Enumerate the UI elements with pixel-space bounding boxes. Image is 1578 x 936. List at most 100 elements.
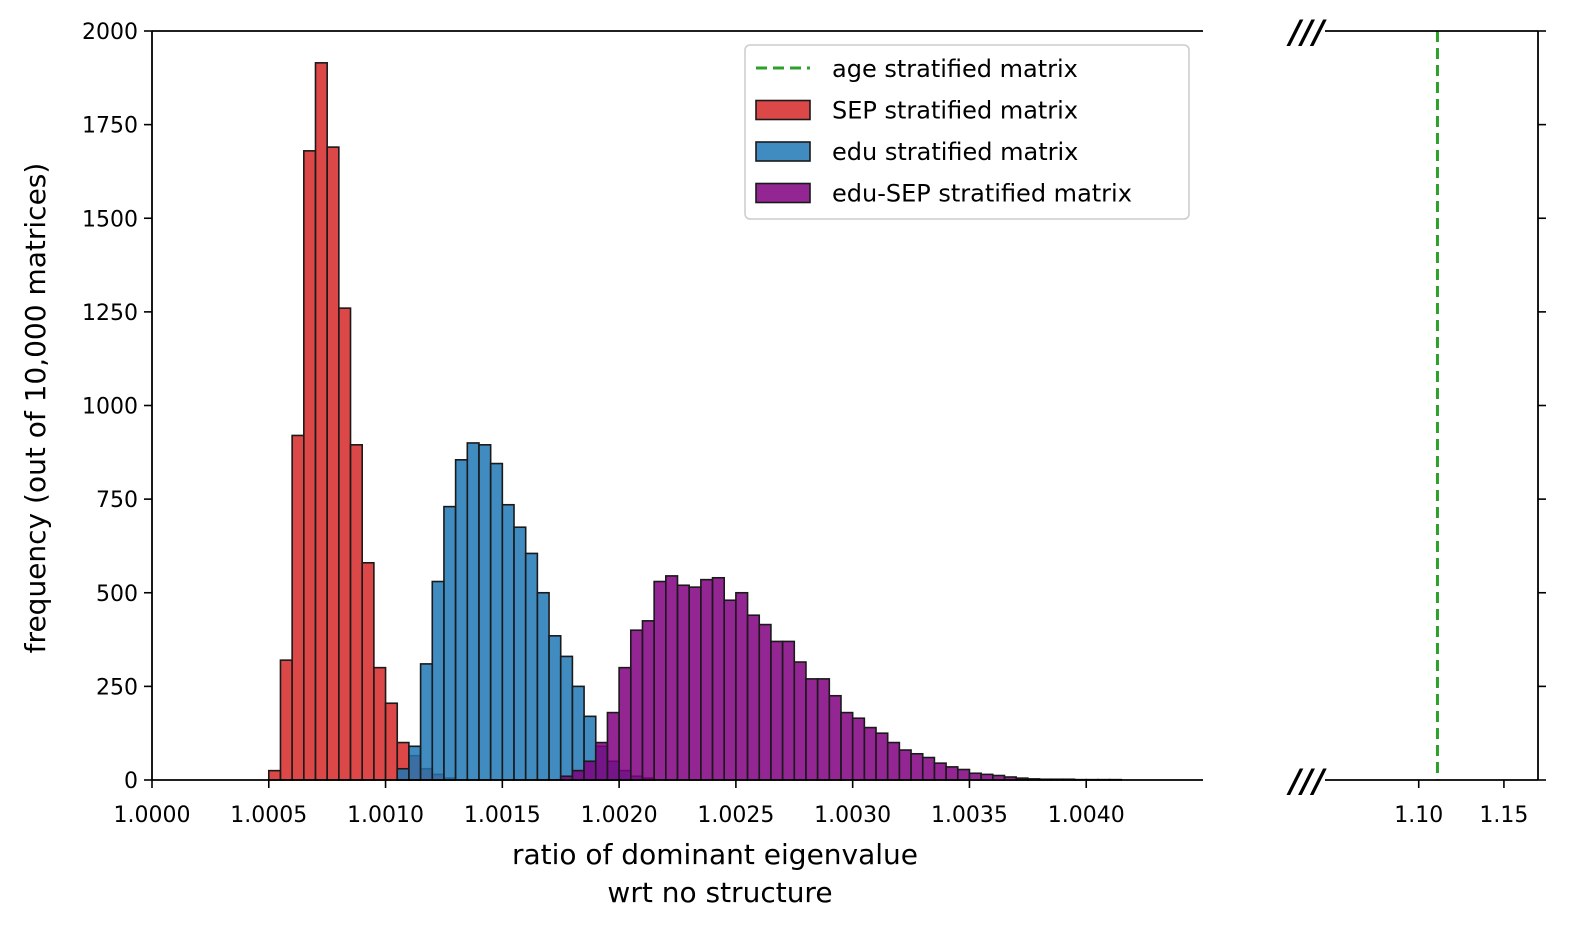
left-panel: 0 250 500 750 1000 1250 1500 1750 2000 1.0000 1.00… <box>82 20 1203 828</box>
histogram-bar <box>805 678 819 781</box>
histogram-bar <box>840 711 854 781</box>
legend-label: edu-SEP stratified matrix <box>832 180 1132 208</box>
histogram-bar <box>676 584 690 781</box>
left-axes: 0 250 500 750 1000 1250 1500 1750 2000 1.0000 1.00… <box>82 20 1203 828</box>
histogram-bar <box>279 659 293 781</box>
legend-label: edu stratified matrix <box>832 138 1078 166</box>
histogram-bar <box>513 526 527 781</box>
legend-swatch <box>755 182 811 204</box>
histogram-bar <box>793 661 807 781</box>
histogram-bar <box>828 694 842 781</box>
histogram-bar <box>770 640 784 781</box>
histogram-bar <box>548 635 562 781</box>
histogram-bar <box>688 586 702 781</box>
right-x-tick-label: 1.10 <box>1394 803 1443 828</box>
histogram-bar <box>956 768 971 781</box>
x-axis-label-line2: wrt no structure <box>607 876 832 909</box>
x-tick-label: 1.0025 <box>697 803 774 828</box>
histogram-bar <box>746 614 761 781</box>
right-panel: 1.10 1.15 /// /// <box>1285 13 1546 828</box>
histogram-bar <box>653 580 667 781</box>
histogram-bar <box>384 702 399 781</box>
histogram-bar <box>303 150 317 781</box>
axis-break-top: /// <box>1285 13 1326 51</box>
histogram-bar <box>758 623 772 781</box>
x-tick-label: 1.0010 <box>347 803 424 828</box>
histogram-bar <box>443 505 457 781</box>
histogram-bar <box>571 685 585 781</box>
legend-label: SEP stratified matrix <box>832 97 1078 125</box>
histogram-bar <box>501 503 515 781</box>
histogram-bar <box>326 146 340 781</box>
histogram-bar <box>338 307 352 781</box>
legend-box <box>744 44 1190 220</box>
histogram-bar <box>629 629 644 781</box>
histogram-bar <box>583 760 597 781</box>
histogram-bar <box>419 663 434 781</box>
histogram-bar <box>571 769 585 781</box>
x-tick-label: 1.0030 <box>814 803 891 828</box>
histogram-bar <box>396 767 410 781</box>
histogram-bar <box>559 655 574 781</box>
x-tick-label: 1.0035 <box>931 803 1008 828</box>
histogram-bar <box>898 749 912 781</box>
legend: age stratified matrix SEP stratified matr… <box>744 44 1190 220</box>
histogram-bar <box>921 756 936 781</box>
x-tick-label: 1.0000 <box>114 803 191 828</box>
x-axis-label-line1: ratio of dominant eigenvalue <box>512 838 918 871</box>
y-tick-label: 1250 <box>82 301 138 326</box>
legend-swatch <box>755 99 811 121</box>
histogram-bar <box>711 576 726 781</box>
histogram-bar <box>466 442 480 781</box>
axis-break-bottom: /// <box>1285 762 1326 800</box>
histogram-bar <box>851 717 866 781</box>
histogram-bar <box>314 62 328 781</box>
right-x-tick-label: 1.15 <box>1479 803 1528 828</box>
histogram-bar <box>478 444 492 781</box>
y-axis-label: frequency (out of 10,000 matrices) <box>19 163 52 654</box>
x-tick-label: 1.0005 <box>230 803 307 828</box>
histogram-bar <box>665 575 679 781</box>
y-tick-label: 0 <box>124 769 138 794</box>
x-tick-label: 1.0015 <box>464 803 541 828</box>
histogram-bar <box>781 640 796 781</box>
histogram-bar <box>700 578 714 781</box>
histogram-bar <box>373 666 387 781</box>
histogram-bar <box>618 666 632 781</box>
histogram-series-2 <box>559 575 1123 781</box>
histogram-bar <box>536 591 550 781</box>
y-tick-label: 1500 <box>82 207 138 232</box>
histogram-bar <box>361 561 375 781</box>
histogram-bar <box>723 599 737 781</box>
histogram-bar <box>945 766 959 781</box>
histogram-bar <box>933 762 947 781</box>
histogram-bar <box>454 458 469 781</box>
histogram-bar <box>291 434 305 781</box>
histogram-bar <box>431 580 445 781</box>
histogram-bar <box>349 444 363 781</box>
x-tick-label: 1.0040 <box>1048 803 1125 828</box>
histogram-bar <box>863 726 877 781</box>
histogram-bar <box>735 591 749 781</box>
histogram-bar <box>408 745 422 781</box>
histogram-bar <box>910 752 924 781</box>
right-axes: 1.10 1.15 /// /// <box>1285 13 1546 828</box>
legend-label: age stratified matrix <box>832 55 1078 83</box>
histogram-bar <box>968 772 982 781</box>
histogram-bar <box>606 711 620 781</box>
histogram-bar <box>267 769 282 781</box>
histogram-bar <box>594 741 609 781</box>
y-tick-label: 250 <box>96 675 138 700</box>
y-tick-label: 2000 <box>82 20 138 45</box>
histogram-series-1 <box>396 442 655 781</box>
histogram-bar <box>816 678 831 781</box>
histogram-bar <box>875 732 889 781</box>
histogram-bar <box>524 552 539 781</box>
histogram-bar <box>886 741 901 781</box>
y-tick-label: 500 <box>96 582 138 607</box>
y-tick-label: 1000 <box>82 395 138 420</box>
y-tick-label: 750 <box>96 488 138 513</box>
x-tick-label: 1.0020 <box>581 803 658 828</box>
y-tick-label: 1750 <box>82 114 138 139</box>
